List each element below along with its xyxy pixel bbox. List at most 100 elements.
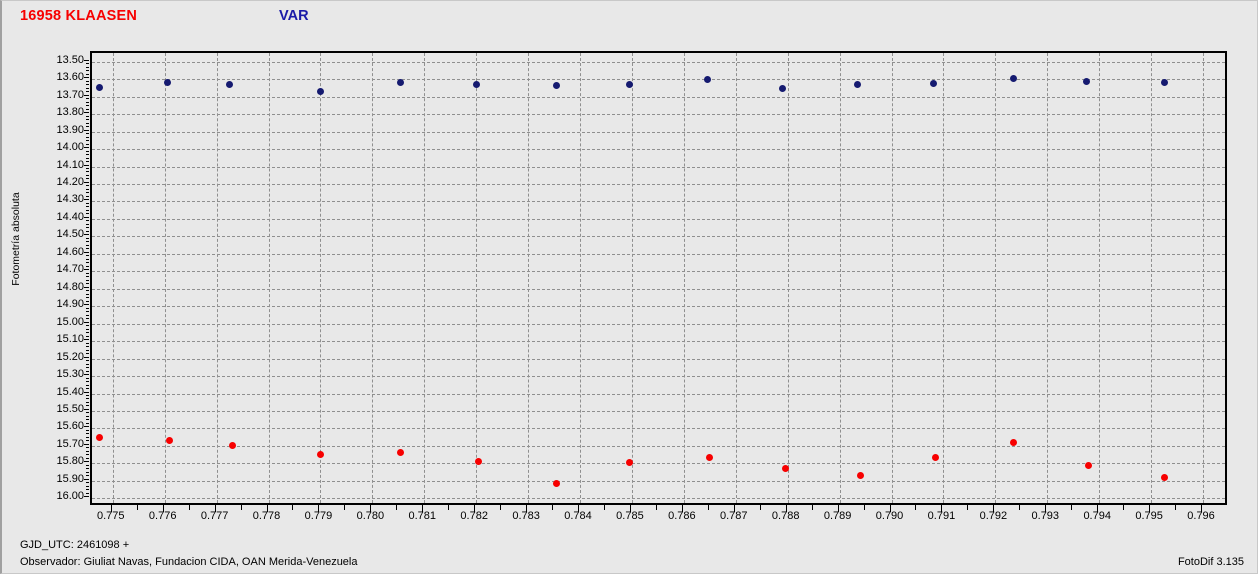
gridline-vertical (995, 53, 997, 503)
y-axis-minor-tick (86, 419, 89, 421)
y-axis-minor-tick (86, 297, 89, 299)
data-point-variable[interactable] (96, 433, 104, 441)
y-axis-minor-tick (86, 206, 89, 208)
data-point-comparison[interactable] (703, 75, 711, 83)
y-axis-minor-tick (86, 405, 89, 407)
x-axis-tick-label: 0.790 (875, 510, 904, 522)
gridline-horizontal (92, 445, 1225, 447)
y-axis-minor-tick (86, 290, 89, 292)
y-axis-minor-tick (86, 332, 89, 334)
x-axis-tick-label: 0.783 (512, 510, 540, 522)
y-axis-tick-label: 13.60 (56, 71, 84, 84)
plot-area[interactable] (90, 51, 1227, 505)
data-point-variable[interactable] (706, 453, 714, 461)
data-point-comparison[interactable] (553, 81, 561, 89)
x-axis-minor-tick (759, 505, 761, 510)
y-axis-minor-tick (86, 370, 89, 372)
x-axis-minor-tick (292, 505, 294, 510)
y-axis-minor-tick (86, 91, 89, 93)
y-axis-tick-label: 14.20 (56, 175, 84, 188)
gridline-horizontal (92, 218, 1225, 220)
gridline-horizontal (92, 498, 1225, 500)
x-axis-minor-tick (1123, 505, 1125, 510)
y-axis-tick-label: 15.90 (56, 472, 84, 485)
julian-date-label: GJD_UTC: 2461098 + (20, 539, 130, 551)
x-axis-minor-tick (1071, 505, 1073, 510)
y-axis-minor-tick (86, 325, 89, 327)
data-point-comparison[interactable] (397, 79, 405, 87)
x-axis-tick-label: 0.792 (979, 510, 1008, 522)
x-axis-tick-mark (837, 505, 839, 512)
y-axis-minor-tick (86, 433, 89, 435)
gridline-horizontal (92, 131, 1225, 133)
data-point-variable[interactable] (1160, 474, 1168, 482)
x-axis-tick-mark (1149, 505, 1151, 512)
y-axis-minor-tick (86, 457, 89, 459)
y-axis-minor-tick (86, 471, 89, 473)
y-axis-minor-tick (86, 150, 89, 152)
data-point-comparison[interactable] (625, 80, 633, 88)
x-axis-tick-mark (578, 505, 580, 512)
x-axis-tick-mark (629, 505, 631, 512)
x-axis-tick-mark (526, 505, 528, 512)
data-point-variable[interactable] (166, 436, 174, 444)
y-axis-minor-tick (86, 133, 89, 135)
data-point-variable[interactable] (856, 472, 864, 480)
y-axis-tick-mark (84, 408, 89, 410)
data-point-variable[interactable] (228, 441, 236, 449)
data-point-variable[interactable] (1085, 461, 1093, 469)
x-axis-tick-label: 0.780 (356, 510, 385, 522)
y-axis-minor-tick (86, 80, 89, 82)
y-axis-tick-label: 15.40 (56, 385, 84, 398)
data-point-comparison[interactable] (96, 83, 104, 91)
data-point-comparison[interactable] (854, 80, 862, 88)
gridline-vertical (891, 53, 893, 503)
gridline-horizontal (92, 61, 1225, 63)
y-axis-minor-tick (86, 195, 89, 197)
data-point-comparison[interactable] (929, 79, 937, 87)
y-axis-tick-mark (84, 112, 89, 114)
data-point-comparison[interactable] (779, 85, 786, 93)
data-point-comparison[interactable] (472, 81, 480, 89)
x-axis-tick-label: 0.785 (616, 510, 644, 522)
gridline-horizontal (92, 376, 1225, 378)
y-axis-minor-tick (86, 311, 89, 313)
x-axis-tick-mark (422, 505, 424, 512)
gridline-horizontal (92, 96, 1225, 98)
y-axis-minor-tick (86, 346, 89, 348)
y-axis-minor-tick (86, 84, 89, 86)
data-point-variable[interactable] (397, 449, 405, 457)
y-axis-minor-tick (86, 101, 89, 103)
data-point-variable[interactable] (1010, 439, 1018, 447)
data-point-variable[interactable] (625, 458, 633, 466)
data-point-comparison[interactable] (163, 78, 171, 86)
y-axis-tick-label: 15.60 (56, 420, 84, 433)
data-point-comparison[interactable] (226, 80, 234, 88)
data-point-variable[interactable] (316, 450, 324, 458)
y-axis-minor-tick (86, 412, 89, 414)
y-axis-tick-mark (84, 426, 89, 428)
data-point-variable[interactable] (932, 453, 940, 461)
y-axis-minor-tick (86, 220, 89, 222)
y-axis-tick-label: 15.30 (56, 368, 84, 381)
y-axis-minor-tick (86, 440, 89, 442)
x-axis-minor-tick (188, 505, 190, 510)
y-axis-tick-label: 15.50 (56, 402, 84, 415)
gridline-vertical (320, 53, 322, 503)
y-axis-tick-label: 14.50 (56, 228, 84, 241)
y-axis-minor-tick (86, 360, 89, 362)
data-point-comparison[interactable] (1082, 78, 1090, 86)
x-axis-tick-label: 0.795 (1135, 510, 1163, 522)
y-axis-tick-mark (84, 59, 89, 61)
x-axis-tick-mark (681, 505, 683, 512)
data-point-variable[interactable] (475, 458, 483, 466)
y-axis-tick-mark (84, 356, 89, 358)
data-point-variable[interactable] (553, 480, 561, 488)
data-point-comparison[interactable] (1010, 74, 1018, 82)
x-axis-tick-mark (889, 505, 891, 512)
gridline-horizontal (92, 79, 1225, 81)
data-point-variable[interactable] (781, 464, 789, 472)
data-point-comparison[interactable] (1160, 78, 1168, 86)
y-axis-tick-label: 13.80 (56, 106, 84, 119)
data-point-comparison[interactable] (316, 88, 324, 96)
